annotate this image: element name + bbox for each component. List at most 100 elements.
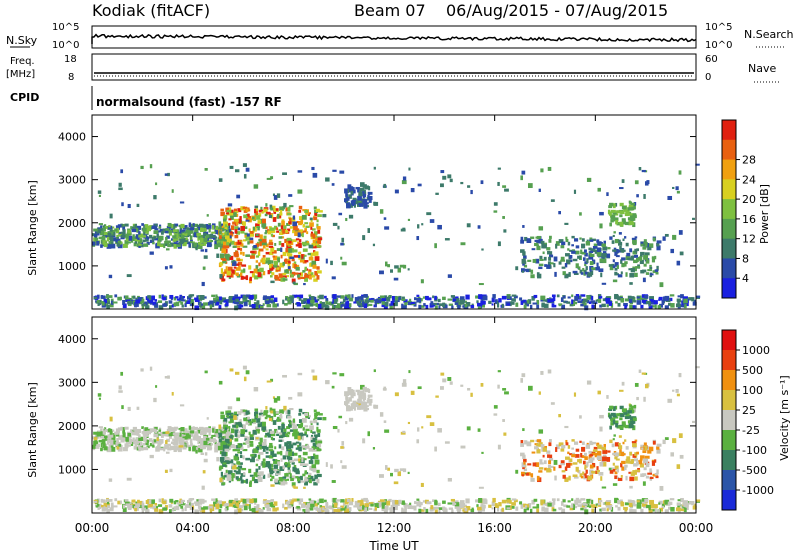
echo-cell [330, 260, 333, 266]
echo-cell [357, 296, 362, 299]
echo-cell [602, 258, 607, 264]
echo-cell [521, 471, 525, 476]
echo-cell [137, 297, 142, 302]
echo-cell [203, 506, 208, 510]
echo-cell [96, 300, 100, 303]
echo-cell [182, 446, 187, 450]
echo-cell [224, 508, 227, 511]
echo-cell [621, 381, 625, 386]
echo-cell [504, 391, 509, 395]
echo-cell [272, 255, 276, 258]
echo-cell [288, 396, 293, 400]
echo-cell [656, 443, 662, 447]
echo-cell [381, 502, 387, 506]
echo-cell [234, 305, 238, 311]
echo-cell [608, 205, 613, 209]
colorbar-segment [722, 120, 736, 141]
echo-cell [231, 463, 234, 467]
echo-cell [286, 478, 290, 481]
echo-cell [151, 499, 156, 505]
echo-cell [623, 220, 626, 225]
echo-cell [199, 426, 204, 431]
echo-cell [260, 409, 263, 414]
echo-cell [308, 479, 312, 484]
echo-cell [276, 451, 282, 455]
echo-cell [624, 304, 628, 308]
echo-cell [235, 467, 240, 470]
echo-cell [426, 415, 432, 419]
echo-cell [637, 460, 642, 465]
echo-cell [629, 485, 633, 489]
echo-cell [316, 245, 322, 248]
echo-cell [692, 420, 695, 424]
echo-cell [270, 410, 274, 414]
echo-cell [526, 301, 530, 307]
echo-cell [584, 249, 587, 253]
echo-cell [589, 261, 594, 266]
echo-cell [246, 233, 250, 237]
echo-cell [670, 452, 675, 457]
nave-tick-top: 60 [705, 54, 718, 65]
echo-cell [619, 214, 623, 218]
echo-cell [599, 258, 604, 263]
echo-cell [242, 245, 248, 248]
echo-cell [286, 296, 289, 301]
echo-cell [480, 180, 484, 185]
echo-cell [342, 502, 346, 507]
echo-cell [220, 211, 225, 217]
echo-cell [594, 452, 598, 458]
echo-cell [211, 434, 216, 437]
echo-cell [399, 468, 405, 472]
echo-cell [107, 434, 112, 438]
echo-cell [650, 503, 656, 509]
echo-cell [306, 444, 310, 447]
echo-cell [578, 499, 582, 503]
echo-cell [605, 297, 611, 302]
nsky-label: N.Sky [6, 34, 38, 47]
echo-cell [397, 471, 402, 477]
echo-cell [566, 259, 571, 265]
echo-cell [146, 445, 150, 449]
echo-cell [252, 294, 258, 299]
echo-cell [261, 211, 264, 214]
echo-cell [257, 272, 262, 278]
echo-cell [314, 454, 319, 460]
echo-cell [194, 299, 200, 303]
echo-cell [417, 386, 422, 390]
echo-cell [106, 301, 111, 305]
echo-cell [336, 303, 342, 306]
echo-cell [221, 225, 224, 228]
echo-cell [243, 214, 249, 219]
echo-cell [695, 295, 701, 298]
echo-cell [243, 429, 248, 433]
echo-cell [108, 225, 111, 228]
echo-cell [688, 297, 693, 301]
echo-cell [143, 434, 146, 439]
echo-cell [267, 260, 272, 266]
power-ylabel: Slant Range [km] [26, 180, 39, 276]
echo-cell [410, 188, 415, 193]
echo-cell [648, 305, 653, 310]
echo-cell [543, 242, 547, 246]
echo-cell [168, 305, 172, 310]
echo-cell [316, 448, 322, 451]
echo-cell [311, 274, 316, 278]
echo-cell [309, 420, 313, 424]
echo-cell [553, 256, 558, 262]
echo-cell [540, 240, 545, 245]
echo-cell [304, 274, 309, 278]
echo-cell [119, 296, 122, 301]
echo-cell [269, 478, 273, 482]
echo-cell [104, 225, 108, 229]
echo-cell [181, 499, 185, 503]
echo-cell [662, 503, 665, 506]
echo-cell [262, 303, 265, 306]
echo-cell [261, 442, 267, 446]
echo-cell [134, 239, 139, 242]
echo-cell [344, 198, 347, 203]
echo-cell [527, 299, 532, 304]
echo-cell [377, 297, 381, 301]
echo-cell [558, 261, 562, 265]
echo-cell [394, 505, 398, 508]
